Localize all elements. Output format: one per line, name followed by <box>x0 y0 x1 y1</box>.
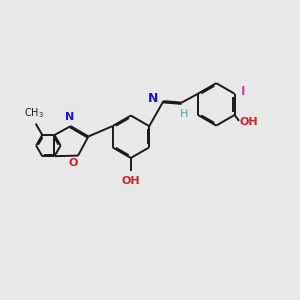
Text: N: N <box>148 92 159 105</box>
Text: CH$_3$: CH$_3$ <box>24 106 44 120</box>
Text: OH: OH <box>122 176 140 186</box>
Text: N: N <box>64 112 74 122</box>
Text: O: O <box>69 158 78 168</box>
Text: H: H <box>180 109 188 119</box>
Text: OH: OH <box>240 117 259 127</box>
Text: I: I <box>241 85 246 98</box>
